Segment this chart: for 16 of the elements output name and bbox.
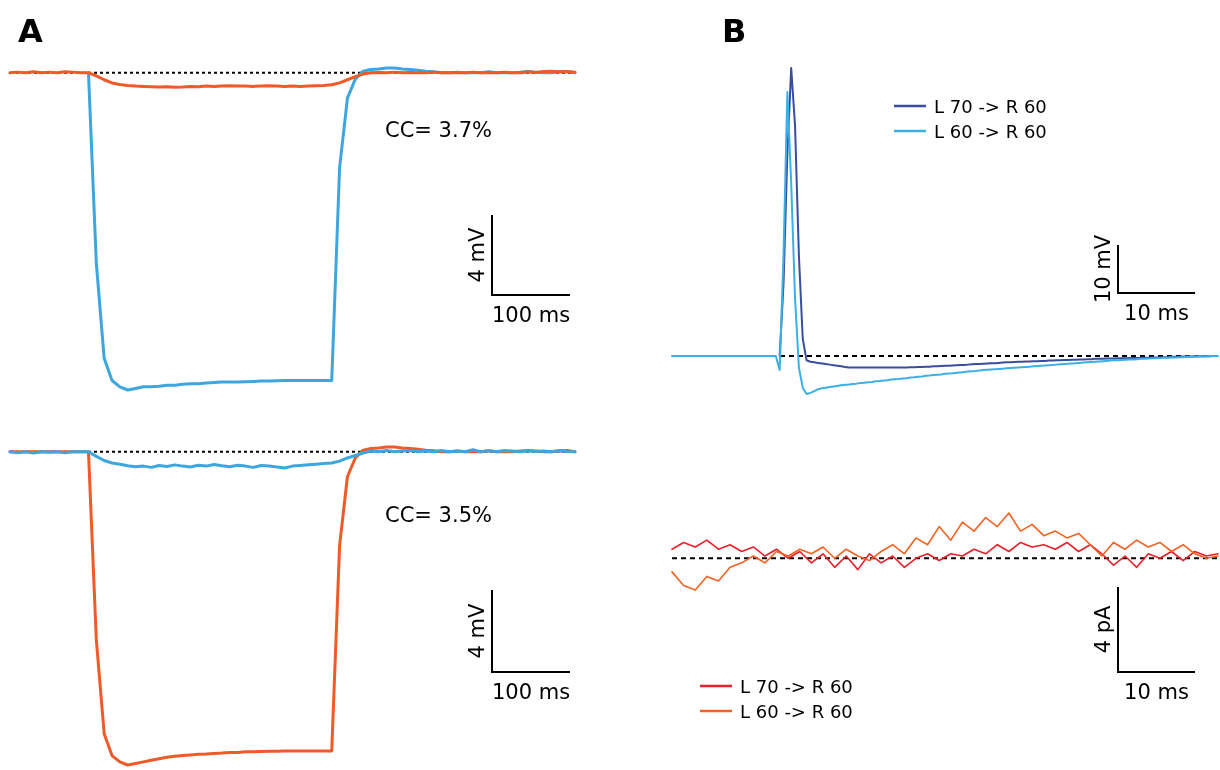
annotation: CC= 3.5% (385, 503, 492, 527)
chart-title: B (722, 12, 747, 50)
y-axis-title: 4 mV (465, 226, 489, 283)
legend-label: L 70 -> R 60 (934, 96, 1047, 117)
y-axis-title: 4 mV (465, 602, 489, 659)
x-axis-title: 10 ms (1124, 680, 1189, 704)
legend-label: L 60 -> R 60 (740, 701, 853, 722)
x-axis-title: 10 ms (1124, 301, 1189, 325)
legend-label: L 60 -> R 60 (934, 121, 1047, 142)
y-axis-title: 4 pA (1091, 605, 1115, 654)
x-axis-title: 100 ms (491, 303, 571, 327)
y-axis-title: 10 mV (1091, 234, 1115, 304)
chart-title: A (18, 12, 43, 50)
x-axis-title: 100 ms (491, 680, 571, 704)
legend-label: L 70 -> R 60 (740, 676, 853, 697)
annotation: CC= 3.7% (385, 118, 492, 142)
